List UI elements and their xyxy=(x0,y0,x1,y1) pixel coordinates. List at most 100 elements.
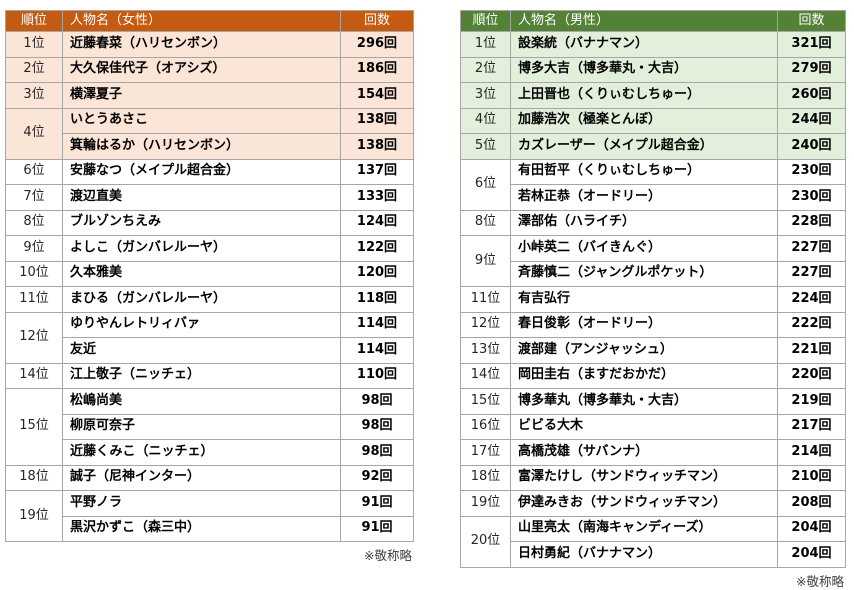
count-cell: 227回 xyxy=(777,235,846,262)
count-cell: 224回 xyxy=(777,286,846,313)
table-row: 4位 いとうあさこ 138回 xyxy=(5,107,414,160)
rank-cell: 6位 xyxy=(460,158,511,211)
count-cell: 217回 xyxy=(777,413,846,440)
table-row: 2位 博多大吉（博多華丸・大吉） 279回 xyxy=(460,56,846,83)
name-cell: ブルゾンちえみ xyxy=(62,209,341,236)
rank-cell: 17位 xyxy=(460,439,511,466)
table-row: 6位 有田哲平（くりぃむしちゅー） 230回 xyxy=(460,158,846,211)
rank-cell: 3位 xyxy=(460,82,511,109)
table-row: 14位 岡田圭右（ますだおかだ） 220回 xyxy=(460,362,846,389)
table-row: 17位 高橋茂雄（サバンナ） 214回 xyxy=(460,439,846,466)
rank-cell: 20位 xyxy=(460,515,511,568)
name-cell: 設楽統（バナナマン） xyxy=(510,31,778,58)
count-cell: 92回 xyxy=(340,464,414,491)
name-cell: 安藤なつ（メイプル超合金） xyxy=(62,158,341,185)
table-row: 19位 伊達みきお（サンドウィッチマン） 208回 xyxy=(460,490,846,517)
footnote: ※敬称略 xyxy=(796,573,844,589)
count-cell: 210回 xyxy=(777,464,846,491)
table-row: 10位 久本雅美 120回 xyxy=(5,260,414,287)
name-cell: 岡田圭右（ますだおかだ） xyxy=(510,362,778,389)
name-cell: 渡部建（アンジャッシュ） xyxy=(510,337,778,364)
rank-cell: 4位 xyxy=(5,107,63,160)
name-cell: ビビる大木 xyxy=(510,413,778,440)
table-row: 12位 ゆりやんレトリィバァ 114回 xyxy=(5,311,414,364)
count-cell: 230回 xyxy=(777,184,846,211)
name-cell: 高橋茂雄（サバンナ） xyxy=(510,439,778,466)
count-cell: 227回 xyxy=(777,260,846,287)
count-cell: 230回 xyxy=(777,158,846,185)
header-row: 順位 人物名（男性） 回数 xyxy=(460,10,846,32)
count-cell: 114回 xyxy=(340,337,414,364)
count-cell: 204回 xyxy=(777,541,846,568)
name-cell: 大久保佳代子（オアシズ） xyxy=(62,56,341,83)
count-cell: 204回 xyxy=(777,515,846,542)
name-cell: 有田哲平（くりぃむしちゅー） xyxy=(510,158,778,185)
name-cell: 春日俊彰（オードリー） xyxy=(510,311,778,338)
rank-cell: 7位 xyxy=(5,184,63,211)
count-cell: 244回 xyxy=(777,107,846,134)
count-cell: 133回 xyxy=(340,184,414,211)
table-row: 9位 よしこ（ガンバレルーヤ） 122回 xyxy=(5,235,414,262)
rank-cell: 4位 xyxy=(460,107,511,134)
table-row: 8位 ブルゾンちえみ 124回 xyxy=(5,209,414,236)
count-cell: 124回 xyxy=(340,209,414,236)
name-cell: 横澤夏子 xyxy=(62,82,341,109)
name-cell: 斉藤慎二（ジャングルポケット） xyxy=(510,260,778,287)
rank-cell: 19位 xyxy=(5,490,63,542)
name-cell: 誠子（尼神インター） xyxy=(62,464,341,491)
table-row: 16位 ビビる大木 217回 xyxy=(460,413,846,440)
name-cell: 近藤くみこ（ニッチェ） xyxy=(62,439,341,466)
table-row: 20位 山里亮太（南海キャンディーズ） 204回 xyxy=(460,515,846,568)
table-row: 13位 渡部建（アンジャッシュ） 221回 xyxy=(460,337,846,364)
table-row: 若林正恭（オードリー） 230回 xyxy=(461,184,846,211)
table-row: 友近 114回 xyxy=(6,337,414,364)
table-row: 5位 カズレーザー（メイプル超合金） 240回 xyxy=(460,133,846,160)
table-row: 6位 安藤なつ（メイプル超合金） 137回 xyxy=(5,158,414,185)
rank-cell: 18位 xyxy=(460,464,511,491)
count-cell: 240回 xyxy=(777,133,846,160)
table-row: 3位 上田晋也（くりぃむしちゅー） 260回 xyxy=(460,82,846,109)
female-ranking-table: 順位 人物名（女性） 回数 1位 近藤春菜（ハリセンボン） 296回 2位 大久保佳代子… xyxy=(5,10,414,564)
table-row: 14位 江上敬子（ニッチェ） 110回 xyxy=(5,362,414,389)
count-cell: 220回 xyxy=(777,362,846,389)
rank-cell: 8位 xyxy=(5,209,63,236)
rank-cell: 8位 xyxy=(460,209,511,236)
rank-cell: 2位 xyxy=(5,56,63,83)
name-cell: 江上敬子（ニッチェ） xyxy=(62,362,341,389)
name-cell: 博多華丸（博多華丸・大吉） xyxy=(510,388,778,415)
rank-cell: 6位 xyxy=(5,158,63,185)
name-cell: 黒沢かずこ（森三中） xyxy=(62,515,341,542)
count-cell: 138回 xyxy=(340,133,414,160)
table-row: 9位 小峠英二（バイきんぐ） 227回 xyxy=(460,235,846,287)
table-row: 11位 有吉弘行 224回 xyxy=(460,286,846,313)
rank-cell: 12位 xyxy=(460,311,511,338)
table-row: 11位 まひる（ガンバレルーヤ） 118回 xyxy=(5,286,414,313)
count-cell: 98回 xyxy=(340,388,414,415)
name-cell: よしこ（ガンバレルーヤ） xyxy=(62,235,341,262)
table-row: 4位 加藤浩次（極楽とんぼ） 244回 xyxy=(460,107,846,134)
count-cell: 91回 xyxy=(340,490,414,517)
name-cell: 澤部佑（ハライチ） xyxy=(510,209,778,236)
table-row: 18位 誠子（尼神インター） 92回 xyxy=(5,464,414,491)
name-cell: 山里亮太（南海キャンディーズ） xyxy=(510,515,778,542)
count-cell: 221回 xyxy=(777,337,846,364)
name-cell: 平野ノラ xyxy=(62,490,341,517)
rank-cell: 1位 xyxy=(460,31,511,58)
count-cell: 279回 xyxy=(777,56,846,83)
table-row: 2位 大久保佳代子（オアシズ） 186回 xyxy=(5,56,414,83)
header-rank: 順位 xyxy=(460,10,511,32)
header-name: 人物名（女性） xyxy=(62,10,341,32)
count-cell: 214回 xyxy=(777,439,846,466)
count-cell: 114回 xyxy=(340,311,414,338)
footnote: ※敬称略 xyxy=(364,548,412,563)
name-cell: 柳原可奈子 xyxy=(62,413,341,440)
count-cell: 98回 xyxy=(340,439,414,466)
name-cell: 加藤浩次（極楽とんぼ） xyxy=(510,107,778,134)
table-row: 日村勇紀（バナナマン） 204回 xyxy=(461,541,846,568)
table-row: 1位 設楽統（バナナマン） 321回 xyxy=(460,31,846,58)
name-cell: まひる（ガンバレルーヤ） xyxy=(62,286,341,313)
rank-cell: 11位 xyxy=(5,286,63,313)
name-cell: 伊達みきお（サンドウィッチマン） xyxy=(510,490,778,517)
count-cell: 208回 xyxy=(777,490,846,517)
rank-cell: 11位 xyxy=(460,286,511,313)
